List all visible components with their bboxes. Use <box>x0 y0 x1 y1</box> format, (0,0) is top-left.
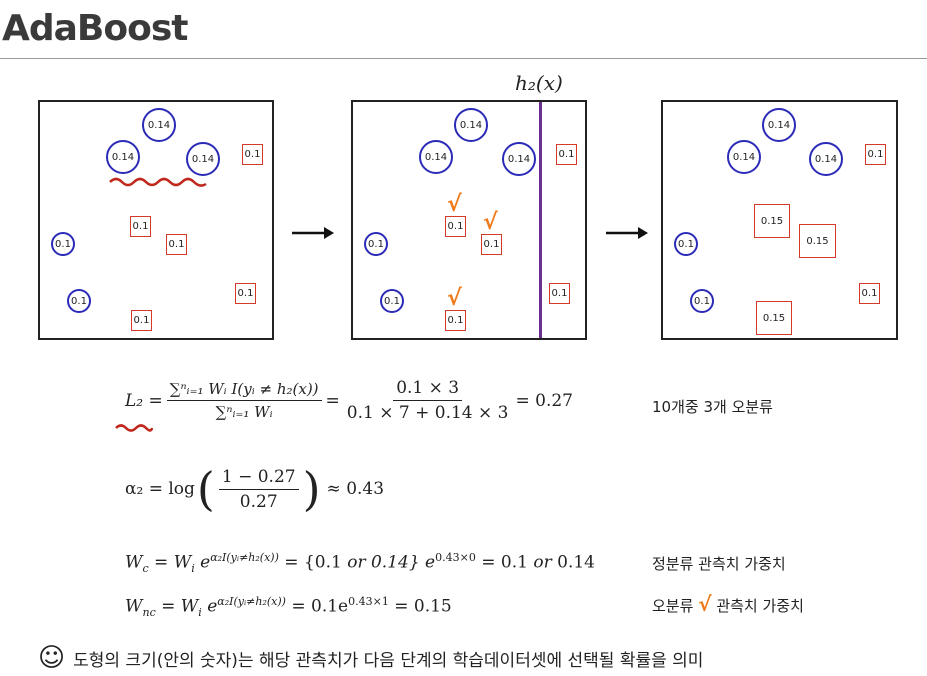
error-rate-equation: L₂ = ∑ⁿᵢ₌₁ Wᵢ I(yᵢ ≠ h₂(x)) ∑ⁿᵢ₌₁ Wᵢ = 0… <box>125 378 573 423</box>
eq2-numerator: 1 − 0.27 <box>218 467 299 490</box>
square-point-enlarged: 0.15 <box>756 301 792 335</box>
left-paren: ( <box>196 462 215 516</box>
note3-label-2: 관측치 가중치 <box>716 597 804 615</box>
correct-weight-equation: Wc = Wi eα₂I(yᵢ≠h₂(x)) = {0.1 or 0.14} e… <box>125 551 595 575</box>
panel-weak-classifier-h2: 0.14 0.14 0.14 0.1 0.1 0.1 0.1 0.1 0.1 0… <box>351 100 587 340</box>
eq1-denominator: ∑ⁿᵢ₌₁ Wᵢ <box>215 403 273 421</box>
square-point: 0.1 <box>865 144 886 165</box>
eq4-c: e <box>201 596 218 617</box>
check-mark-icon: √ <box>483 210 498 235</box>
eq1-fraction: ∑ⁿᵢ₌₁ Wᵢ I(yᵢ ≠ h₂(x)) ∑ⁿᵢ₌₁ Wᵢ <box>166 380 322 421</box>
square-point: 0.1 <box>130 216 151 237</box>
circle-point: 0.1 <box>51 232 75 256</box>
page-title: AdaBoost <box>2 8 188 49</box>
right-arrow-icon <box>606 227 648 239</box>
check-mark-icon: √ <box>447 286 462 311</box>
misclassified-count-note: 10개중 3개 오분류 <box>652 398 773 416</box>
eq2-result: ≈ 0.43 <box>326 479 385 499</box>
circle-point: 0.14 <box>809 142 843 176</box>
circle-point: 0.1 <box>674 232 698 256</box>
circle-point: 0.1 <box>67 289 91 313</box>
eq2-denominator: 0.27 <box>239 491 278 512</box>
right-paren: ) <box>302 462 321 516</box>
eq1-numerator: ∑ⁿᵢ₌₁ Wᵢ I(yᵢ ≠ h₂(x)) <box>166 380 322 401</box>
correct-weight-note: 정분류 관측치 가중치 <box>652 555 786 573</box>
circle-point: 0.14 <box>419 140 453 174</box>
footer-text: 도형의 크기(안의 숫자)는 해당 관측치가 다음 단계의 학습데이터셋에 선택… <box>73 650 704 671</box>
eq4-c-sup: α₂I(yᵢ≠h₂(x)) <box>217 595 286 608</box>
eq4-a-sub: nc <box>142 606 156 620</box>
eq3-b: = W <box>148 552 192 573</box>
eq1-fraction-numeric: 0.1 × 3 0.1 × 7 + 0.14 × 3 <box>344 378 512 423</box>
eq3-d: = {0.1 <box>278 552 348 573</box>
circle-point: 0.14 <box>106 140 140 174</box>
square-point-enlarged: 0.15 <box>754 204 790 238</box>
eq3-e-sup: 0.43×0 <box>435 551 476 564</box>
square-point-misclassified: 0.1 <box>445 216 466 237</box>
circle-point: 0.14 <box>186 142 220 176</box>
smiley-icon: ☺ <box>38 643 66 673</box>
eq3-e: 0.14} e <box>365 552 436 573</box>
circle-point: 0.14 <box>727 140 761 174</box>
right-arrow-icon <box>292 227 334 239</box>
eq1-lhs: L₂ = <box>125 390 163 411</box>
circle-point: 0.1 <box>364 232 388 256</box>
footer-note: ☺ 도형의 크기(안의 숫자)는 해당 관측치가 다음 단계의 학습데이터셋에 … <box>38 645 703 671</box>
eq1-numerator-numeric: 0.1 × 3 <box>393 378 463 401</box>
eq3-c-sup: α₂I(yᵢ≠h₂(x)) <box>210 551 279 564</box>
eq3-g: 0.14 <box>551 552 595 573</box>
eq3-a: W <box>125 552 143 573</box>
eq4-d: = 0.1e <box>285 596 349 617</box>
square-point: 0.1 <box>859 283 880 304</box>
circle-point: 0.14 <box>454 108 488 142</box>
incorrect-weight-note: 오분류 √ 관측치 가중치 <box>652 592 804 616</box>
circle-point: 0.14 <box>502 142 536 176</box>
eq1-result: = 0.27 <box>515 390 573 411</box>
eq4-e: = 0.15 <box>388 596 452 617</box>
eq3-or1: or <box>347 552 366 573</box>
eq1-equals: = <box>325 390 340 411</box>
square-point: 0.1 <box>242 144 263 165</box>
red-squiggle-annotation <box>115 424 154 432</box>
note3-label: 오분류 <box>652 597 694 615</box>
eq3-f: = 0.1 <box>475 552 534 573</box>
title-divider <box>0 58 927 59</box>
square-point: 0.1 <box>166 234 187 255</box>
circle-point: 0.1 <box>690 289 714 313</box>
circle-point: 0.14 <box>762 108 796 142</box>
check-mark-icon: √ <box>447 192 462 217</box>
square-point: 0.1 <box>131 310 152 331</box>
eq1-denominator-numeric: 0.1 × 7 + 0.14 × 3 <box>346 403 509 423</box>
square-point-enlarged: 0.15 <box>799 224 836 258</box>
eq4-a: W <box>125 596 143 617</box>
incorrect-weight-equation: Wnc = Wi eα₂I(yᵢ≠h₂(x)) = 0.1e0.43×1 = 0… <box>125 595 452 619</box>
h2-label: h₂(x) <box>515 71 563 95</box>
panel-initial-weights: 0.14 0.14 0.14 0.1 0.1 0.1 0.1 0.1 0.1 0… <box>38 100 274 340</box>
eq4-b: = W <box>155 596 199 617</box>
panel-updated-weights: 0.14 0.14 0.14 0.1 0.1 0.1 0.15 0.15 0.1… <box>661 100 898 340</box>
circle-point: 0.14 <box>142 108 176 142</box>
eq3-or2: or <box>533 552 552 573</box>
check-mark-icon: √ <box>698 592 712 616</box>
square-point: 0.1 <box>556 144 577 165</box>
eq2-fraction: 1 − 0.27 0.27 <box>218 467 299 512</box>
decision-boundary-line <box>539 102 542 338</box>
eq3-a-sub: c <box>142 562 149 576</box>
eq4-d-sup: 0.43×1 <box>348 595 389 608</box>
eq2-lhs: α₂ = log <box>125 479 195 499</box>
square-point: 0.1 <box>235 283 256 304</box>
square-point-misclassified: 0.1 <box>481 234 502 255</box>
square-point: 0.1 <box>549 283 570 304</box>
eq3-b-sub: i <box>191 562 195 576</box>
eq3-c: e <box>194 552 211 573</box>
red-squiggle-annotation <box>109 177 207 187</box>
eq4-b-sub: i <box>198 606 202 620</box>
alpha-equation: α₂ = log ( 1 − 0.27 0.27 ) ≈ 0.43 <box>125 462 384 516</box>
circle-point: 0.1 <box>380 289 404 313</box>
square-point-misclassified: 0.1 <box>445 310 466 331</box>
